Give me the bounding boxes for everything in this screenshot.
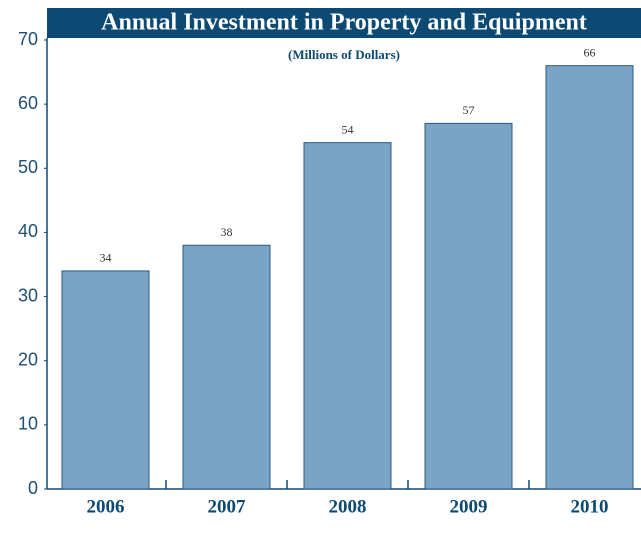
x-tick-label: 2010 [571, 496, 609, 517]
bar [61, 270, 150, 490]
y-tick-label: 30 [18, 285, 38, 305]
x-tick-label: 2008 [329, 496, 367, 517]
title-banner [47, 8, 641, 38]
value-label: 34 [100, 251, 112, 265]
value-label: 57 [463, 103, 475, 117]
y-tick-label: 20 [18, 349, 38, 369]
x-tick-label: 2009 [450, 496, 488, 517]
y-tick-label: 40 [18, 221, 38, 241]
bar [182, 244, 271, 490]
y-tick-label: 10 [18, 414, 38, 434]
x-tick-label: 2007 [208, 496, 247, 517]
x-ticks [165, 480, 530, 489]
value-label: 66 [584, 45, 596, 59]
y-tick-label: 60 [18, 93, 38, 113]
y-tick-label: 70 [18, 29, 38, 49]
bar [303, 142, 392, 490]
y-tick-label: 50 [18, 157, 38, 177]
bar [545, 65, 634, 490]
value-label: 38 [221, 225, 233, 239]
value-label: 54 [342, 122, 354, 136]
bar [424, 122, 513, 490]
chart-subtitle: (Millions of Dollars) [288, 47, 400, 62]
y-tick-label: 0 [28, 478, 38, 498]
x-tick-label: 2006 [87, 496, 125, 517]
chart-title: Annual Investment in Property and Equipm… [101, 10, 587, 36]
